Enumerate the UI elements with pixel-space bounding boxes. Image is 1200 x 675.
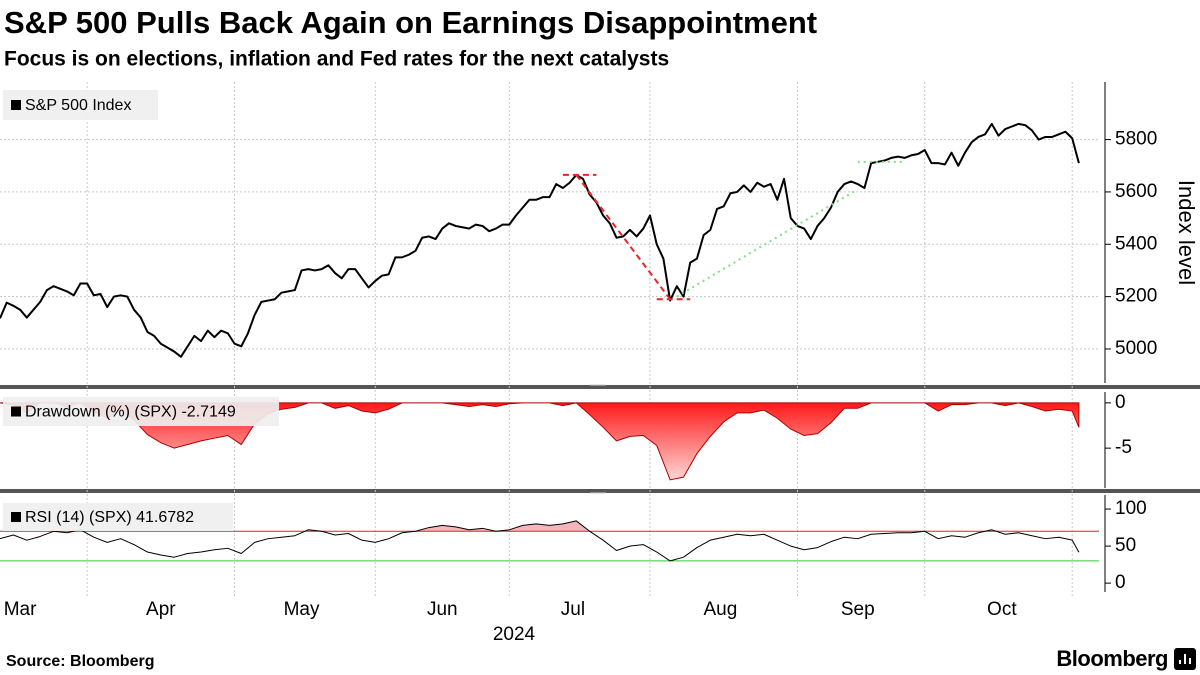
y-tick-label: 50	[1115, 535, 1136, 556]
legend-box	[3, 397, 279, 426]
legend-swatch	[11, 512, 21, 522]
legend-swatch	[11, 100, 21, 110]
source: Source: Bloomberg	[6, 653, 154, 670]
title: S&P 500 Pulls Back Again on Earnings Dis…	[4, 5, 817, 40]
y-axis-label: Index level	[1174, 180, 1199, 285]
annotation-line	[676, 188, 859, 298]
y-tick-label: 5200	[1115, 286, 1157, 307]
drawdown-area	[0, 402, 1080, 481]
y-tick-label: 5800	[1115, 129, 1157, 150]
y-tick-label: 100	[1115, 498, 1147, 519]
x-tick-label: Oct	[987, 599, 1017, 620]
x-tick-label: Jun	[427, 599, 458, 620]
legend-swatch	[11, 406, 21, 417]
overbought-area	[0, 520, 1079, 532]
x-tick-label: Apr	[146, 599, 176, 620]
x-tick-label: Sep	[841, 599, 875, 620]
subtitle: Focus is on elections, inflation and Fed…	[4, 48, 669, 71]
brand: Bloomberg	[1056, 646, 1168, 671]
y-tick-label: 0	[1115, 392, 1126, 413]
y-tick-label: 5600	[1115, 181, 1157, 202]
y-tick-label: 0	[1115, 572, 1126, 593]
legend-box	[3, 90, 158, 120]
brand-icon-bars	[1179, 654, 1191, 664]
x-axis-label: 2024	[493, 624, 536, 645]
x-tick-label: Jul	[561, 599, 585, 620]
legend-label: RSI (14) (SPX) 41.6782	[25, 509, 194, 526]
y-tick-label: -5	[1115, 437, 1132, 458]
annotation-line	[575, 174, 671, 300]
y-tick-label: 5000	[1115, 338, 1157, 359]
legend-label: Drawdown (%) (SPX) -2.7149	[25, 404, 236, 421]
series-line	[0, 122, 1080, 358]
series-line	[0, 520, 1080, 562]
x-tick-label: May	[284, 599, 320, 620]
legend-label: S&P 500 Index	[25, 97, 131, 114]
y-tick-label: 5400	[1115, 233, 1157, 254]
x-tick-label: Mar	[4, 599, 37, 620]
legend-box	[3, 503, 233, 531]
x-tick-label: Aug	[703, 599, 737, 620]
